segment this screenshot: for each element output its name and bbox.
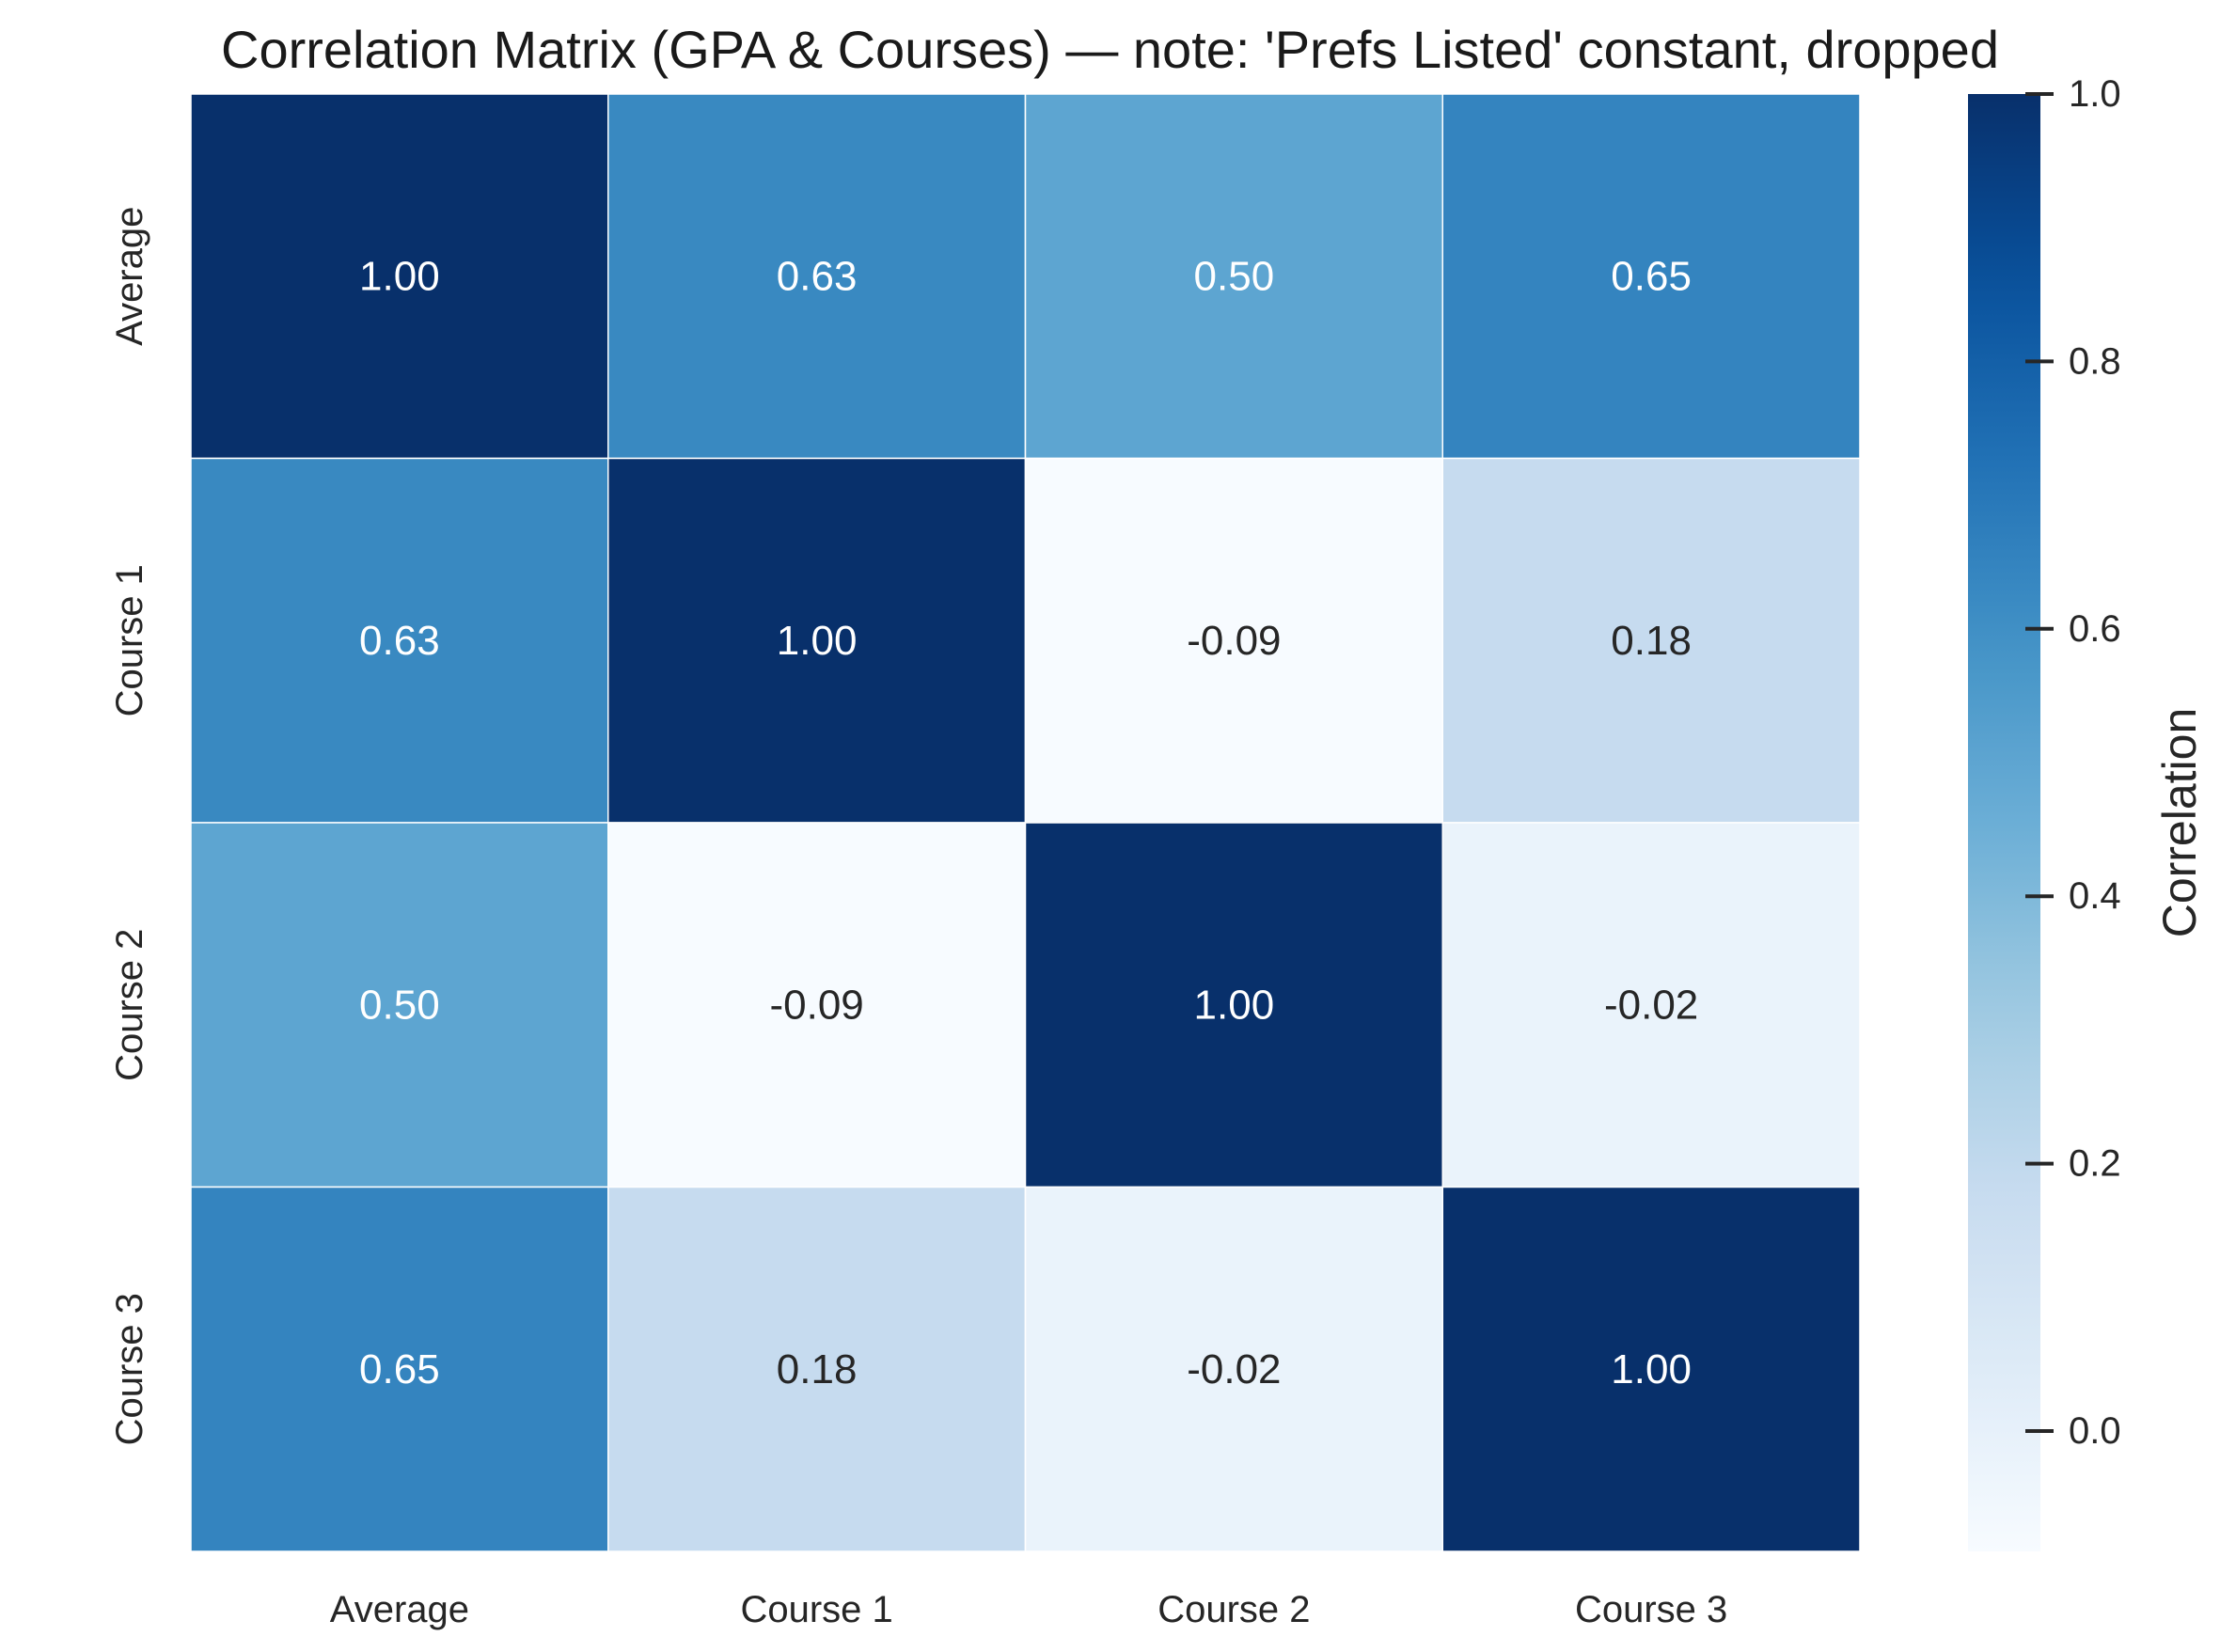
heatmap-cell-r2-c3 xyxy=(1441,822,1861,1188)
heatmap-cell-r3-c2 xyxy=(1024,1186,1443,1552)
cell-value-label-r1-c3: 0.18 xyxy=(1611,618,1692,664)
colorbar xyxy=(1968,94,2040,1551)
cell-value-label-r3-c1: 0.18 xyxy=(777,1346,858,1392)
cell-value-label-r1-c0: 0.63 xyxy=(359,618,440,664)
chart-title: Correlation Matrix (GPA & Courses) — not… xyxy=(221,20,1999,79)
cell-value-label-r2-c0: 0.50 xyxy=(359,982,440,1028)
column-label-2: Course 2 xyxy=(1157,1589,1310,1630)
cell-value-label-r0-c2: 0.50 xyxy=(1194,253,1275,299)
row-label-0: Average xyxy=(109,207,150,346)
cell-value-label-r0-c3: 0.65 xyxy=(1611,253,1692,299)
heatmap-cell-r3-c0 xyxy=(190,1186,609,1552)
colorbar-tick-label-5: 1.0 xyxy=(2069,73,2121,115)
column-label-0: Average xyxy=(330,1589,469,1630)
cell-value-label-r2-c1: -0.09 xyxy=(769,982,863,1028)
cell-value-label-r3-c3: 1.00 xyxy=(1611,1346,1692,1392)
cell-value-label-r0-c0: 1.00 xyxy=(359,253,440,299)
heatmap-cell-r0-c1 xyxy=(607,93,1027,460)
colorbar-tick-label-2: 0.4 xyxy=(2069,875,2121,917)
heatmap-cell-r2-c1 xyxy=(607,822,1027,1188)
row-label-1: Course 1 xyxy=(109,564,150,716)
colorbar-tick-label-0: 0.0 xyxy=(2069,1410,2121,1452)
cell-value-label-r1-c2: -0.09 xyxy=(1187,618,1281,664)
heatmap-cell-r3-c3 xyxy=(1441,1186,1861,1552)
colorbar-label: Correlation xyxy=(2153,708,2206,938)
cell-value-label-r2-c2: 1.00 xyxy=(1194,982,1275,1028)
cell-value-label-r0-c1: 0.63 xyxy=(777,253,858,299)
cell-value-label-r3-c0: 0.65 xyxy=(359,1346,440,1392)
row-label-2: Course 2 xyxy=(109,929,150,1081)
heatmap-cell-r2-c0 xyxy=(190,822,609,1188)
colorbar-tick-label-1: 0.2 xyxy=(2069,1143,2121,1185)
heatmap-cell-r1-c1 xyxy=(607,457,1027,824)
colorbar-tick-label-3: 0.6 xyxy=(2069,608,2121,650)
cell-value-label-r1-c1: 1.00 xyxy=(777,618,858,664)
heatmap-cell-r0-c2 xyxy=(1024,93,1443,460)
heatmap-cell-r3-c1 xyxy=(607,1186,1027,1552)
heatmap-cell-r0-c0 xyxy=(190,93,609,460)
colorbar-tick-label-4: 0.8 xyxy=(2069,340,2121,382)
cell-value-label-r3-c2: -0.02 xyxy=(1187,1346,1281,1392)
heatmap-cell-r1-c3 xyxy=(1441,457,1861,824)
heatmap-cell-r0-c3 xyxy=(1441,93,1861,460)
column-label-1: Course 1 xyxy=(740,1589,892,1630)
heatmap-cell-r1-c2 xyxy=(1024,457,1443,824)
column-label-3: Course 3 xyxy=(1575,1589,1727,1630)
row-label-3: Course 3 xyxy=(109,1293,150,1445)
cell-value-label-r2-c3: -0.02 xyxy=(1604,982,1698,1028)
